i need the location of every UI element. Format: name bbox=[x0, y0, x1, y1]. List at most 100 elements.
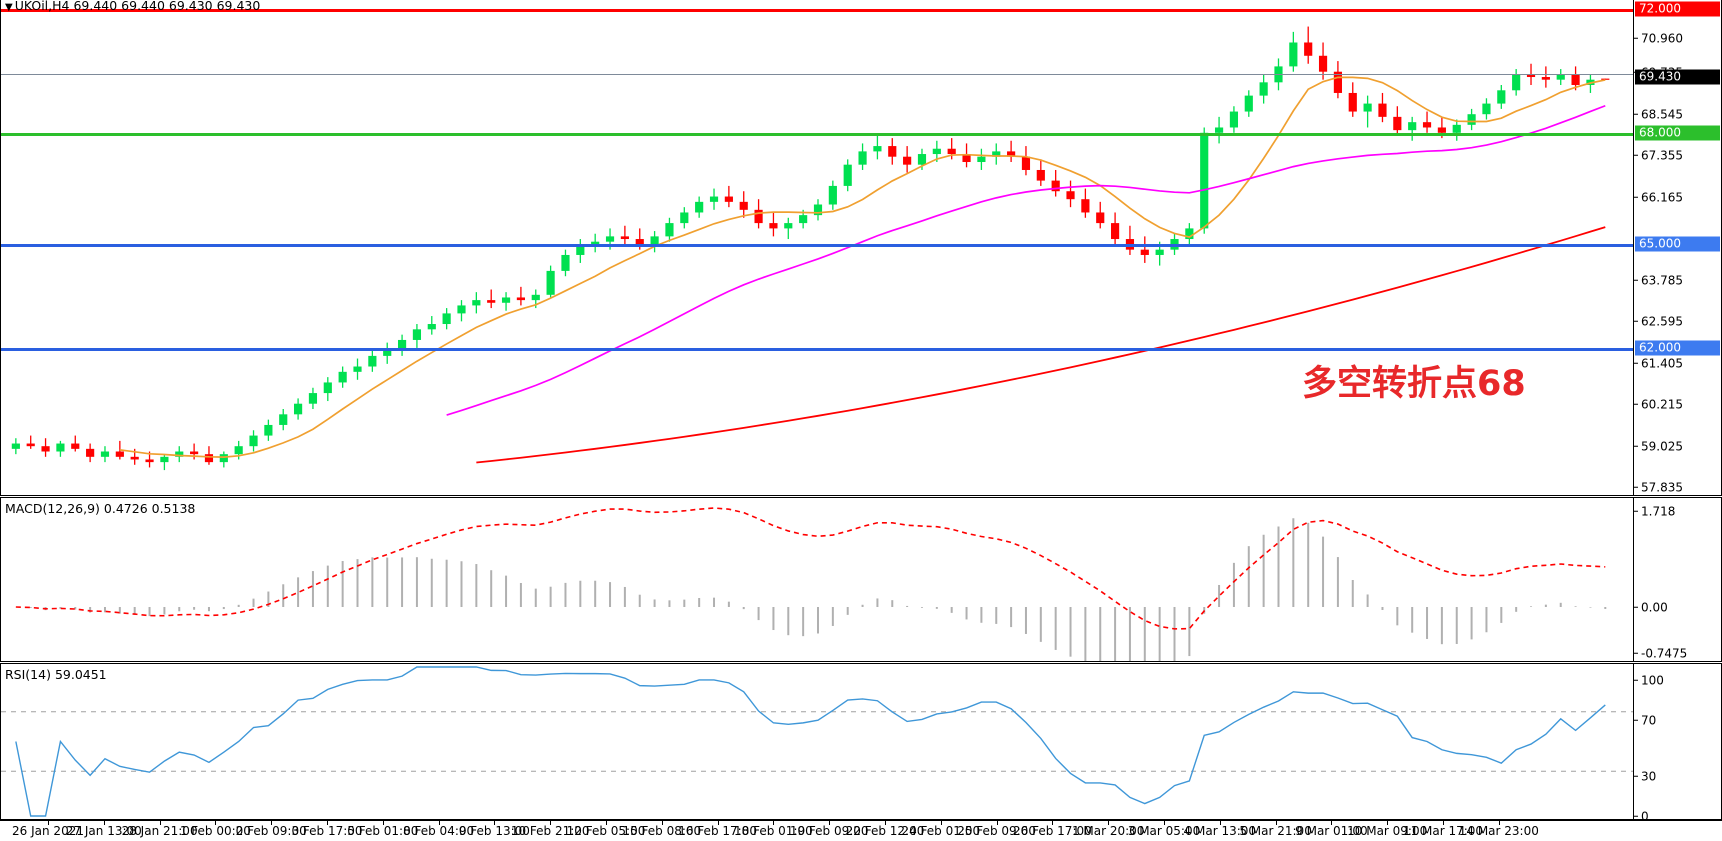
macd-plot-area[interactable] bbox=[1, 498, 1633, 661]
time-tick bbox=[773, 821, 775, 825]
time-tick bbox=[271, 821, 273, 825]
price-plot-area[interactable]: 多空转折点68 bbox=[1, 0, 1633, 495]
time-tick-label: 1 Feb 00:00 bbox=[179, 824, 251, 838]
time-tick-label: 10 Mar 09:00 bbox=[1347, 824, 1428, 838]
price-level-tag-resistance[interactable]: 72.000 bbox=[1635, 1, 1720, 17]
time-tick bbox=[829, 821, 831, 825]
time-tick-label: 22 Feb 12:00 bbox=[845, 824, 925, 838]
axis-tick: 60.215 bbox=[1634, 398, 1721, 410]
level-line-68 bbox=[1, 133, 1633, 136]
time-tick-label: 12 Feb 05:00 bbox=[566, 824, 646, 838]
time-tick bbox=[1219, 821, 1221, 825]
time-tick-label: 5 Feb 01:00 bbox=[347, 824, 419, 838]
time-tick-label: 3 Mar 05:00 bbox=[1127, 824, 1201, 838]
time-tick bbox=[382, 821, 384, 825]
axis-tick: 100 bbox=[1634, 674, 1721, 686]
axis-tick: 70 bbox=[1634, 714, 1721, 726]
time-tick-label: 9 Feb 13:00 bbox=[458, 824, 530, 838]
time-tick-label: 2 Feb 09:00 bbox=[235, 824, 307, 838]
time-tick bbox=[996, 821, 998, 825]
time-tick bbox=[48, 821, 49, 825]
collapse-caret-icon[interactable]: ▼ bbox=[5, 2, 13, 13]
time-tick bbox=[215, 821, 217, 825]
level-line-72 bbox=[1, 9, 1633, 12]
time-tick bbox=[661, 821, 663, 825]
time-axis[interactable]: 26 Jan 2021 27 Jan 13:00 28 Jan 21:00 1 Feb… bbox=[0, 820, 1722, 841]
time-tick bbox=[103, 821, 105, 825]
time-tick bbox=[1331, 821, 1333, 825]
time-tick bbox=[940, 821, 942, 825]
time-tick-label: 10 Feb 21:00 bbox=[510, 824, 590, 838]
time-tick bbox=[1498, 821, 1500, 825]
time-tick-label: 28 Jan 21:00 bbox=[121, 824, 198, 838]
time-tick bbox=[327, 821, 328, 825]
chart-annotation-text: 多空转折点68 bbox=[1302, 364, 1526, 404]
rsi-plot-area[interactable] bbox=[1, 664, 1633, 819]
level-line-65 bbox=[1, 244, 1633, 247]
time-tick bbox=[606, 821, 607, 825]
level-line-current-price bbox=[1, 74, 1633, 75]
axis-tick: 59.025 bbox=[1634, 440, 1721, 452]
time-tick-label: 3 Feb 17:00 bbox=[291, 824, 363, 838]
time-tick bbox=[1387, 821, 1389, 825]
axis-tick: 70.960 bbox=[1634, 32, 1721, 44]
rsi-series bbox=[1, 666, 1633, 817]
level-line-62 bbox=[1, 348, 1633, 351]
rsi-label: RSI(14) 59.0451 bbox=[5, 667, 107, 682]
time-tick-label: 8 Feb 04:00 bbox=[403, 824, 475, 838]
candlestick-series bbox=[11, 26, 1610, 471]
symbol-info-bar: ▼ UKOil,H4 69.440 69.440 69.430 69.430 bbox=[5, 0, 260, 13]
symbol-info-text: UKOil,H4 69.440 69.440 69.430 69.430 bbox=[14, 0, 261, 13]
price-level-tag-support[interactable]: 62.000 bbox=[1635, 340, 1720, 356]
time-tick-label: 4 Mar 13:00 bbox=[1183, 824, 1257, 838]
rsi-panel[interactable]: RSI(14) 59.0451 100 70 30 0 bbox=[0, 663, 1722, 822]
time-tick-label: 27 Jan 13:00 bbox=[65, 824, 142, 838]
macd-series bbox=[15, 507, 1607, 661]
time-tick bbox=[1052, 821, 1054, 825]
time-tick bbox=[550, 821, 552, 825]
time-tick bbox=[159, 821, 161, 825]
price-level-tag-pivot[interactable]: 68.000 bbox=[1635, 125, 1720, 141]
axis-tick: 1.718 bbox=[1634, 505, 1721, 517]
time-tick-label: 5 Mar 21:00 bbox=[1239, 824, 1312, 838]
time-tick-label: 19 Feb 09:00 bbox=[789, 824, 869, 838]
macd-label: MACD(12,26,9) 0.4726 0.5138 bbox=[5, 501, 196, 516]
axis-tick: 68.545 bbox=[1634, 108, 1721, 120]
time-tick bbox=[717, 821, 719, 825]
axis-tick: 0 bbox=[1634, 810, 1721, 822]
price-axis[interactable]: 70.96069.73568.54567.35566.16563.78562.5… bbox=[1633, 0, 1721, 618]
axis-tick: -0.7475 bbox=[1634, 647, 1721, 659]
time-tick-label: 9 Mar 01:00 bbox=[1295, 824, 1368, 838]
time-tick bbox=[438, 821, 440, 825]
axis-tick: 30 bbox=[1634, 770, 1721, 782]
axis-tick: 0.00 bbox=[1634, 601, 1721, 613]
rsi-axis[interactable]: 100 70 30 0 bbox=[1633, 664, 1721, 822]
time-tick-label: 26 Jan 2021 bbox=[12, 824, 84, 838]
axis-tick: 57.835 bbox=[1634, 481, 1721, 493]
time-tick-label: 14 Mar 23:00 bbox=[1458, 824, 1539, 838]
axis-tick: 67.355 bbox=[1634, 149, 1721, 161]
time-tick-label: 25 Feb 09:00 bbox=[957, 824, 1036, 838]
macd-panel[interactable]: MACD(12,26,9) 0.4726 0.5138 1.718 0.00 -0.… bbox=[0, 497, 1722, 662]
time-tick-label: 15 Feb 08:00 bbox=[622, 824, 702, 838]
price-chart-panel[interactable]: ▼ UKOil,H4 69.440 69.440 69.430 69.430 多空… bbox=[0, 0, 1722, 618]
price-level-tag-current-price[interactable]: 69.430 bbox=[1635, 69, 1720, 85]
axis-tick: 63.785 bbox=[1634, 274, 1721, 286]
time-tick-label: 18 Feb 01:00 bbox=[734, 824, 813, 838]
time-tick bbox=[1275, 821, 1277, 825]
price-level-tag-support[interactable]: 65.000 bbox=[1635, 236, 1720, 252]
time-tick bbox=[1443, 821, 1444, 825]
time-tick-label: 11 Mar 17:00 bbox=[1402, 824, 1484, 838]
axis-tick: 62.595 bbox=[1634, 315, 1721, 327]
time-tick-label: 26 Feb 17:00 bbox=[1013, 824, 1092, 838]
time-tick bbox=[494, 821, 496, 825]
time-tick-label: 1 Mar 20:00 bbox=[1071, 824, 1145, 838]
axis-tick: 66.165 bbox=[1634, 191, 1721, 203]
time-tick bbox=[885, 821, 886, 825]
macd-axis[interactable]: 1.718 0.00 -0.7475 bbox=[1633, 498, 1721, 661]
time-tick bbox=[1164, 821, 1165, 825]
axis-tick: 61.405 bbox=[1634, 357, 1721, 369]
time-tick-label: 24 Feb 01:00 bbox=[901, 824, 981, 838]
time-tick-label: 16 Feb 17:00 bbox=[678, 824, 757, 838]
